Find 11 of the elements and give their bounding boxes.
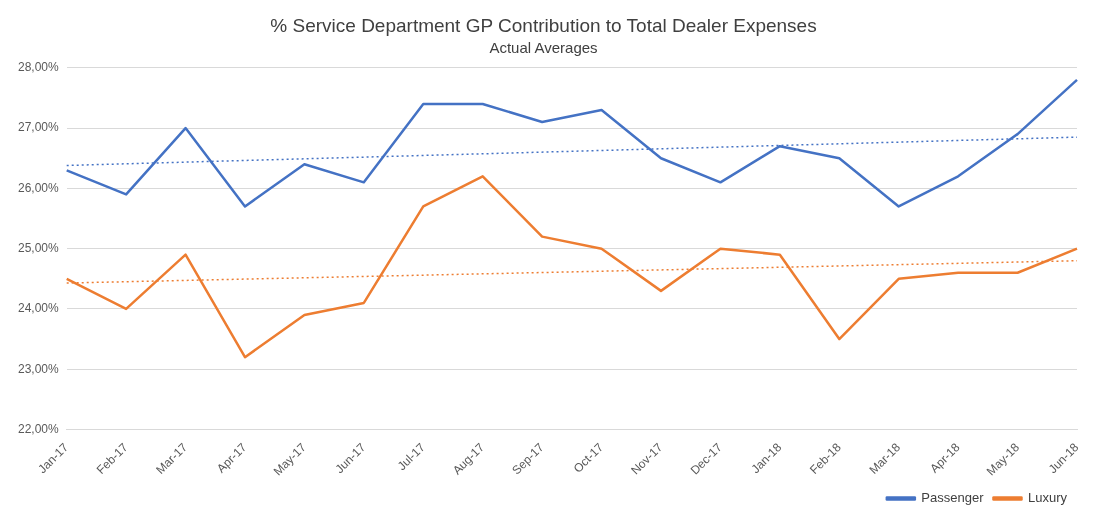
legend-label: Luxury [1027, 490, 1068, 506]
y-tick-label: 26,00% [18, 180, 60, 195]
y-tick-label: 23,00% [18, 361, 60, 376]
chart-title: % Service Department GP Contribution to Total Dealer Expenses [270, 14, 817, 36]
legend-label: Passenger [921, 490, 985, 506]
y-tick-label: 22,00% [18, 421, 60, 436]
y-tick-label: 24,00% [18, 301, 60, 316]
y-tick-label: 28,00% [18, 60, 60, 75]
y-tick-label: 25,00% [18, 240, 60, 255]
chart-subtitle: Actual Averages [489, 38, 598, 56]
y-tick-label: 27,00% [18, 120, 60, 135]
